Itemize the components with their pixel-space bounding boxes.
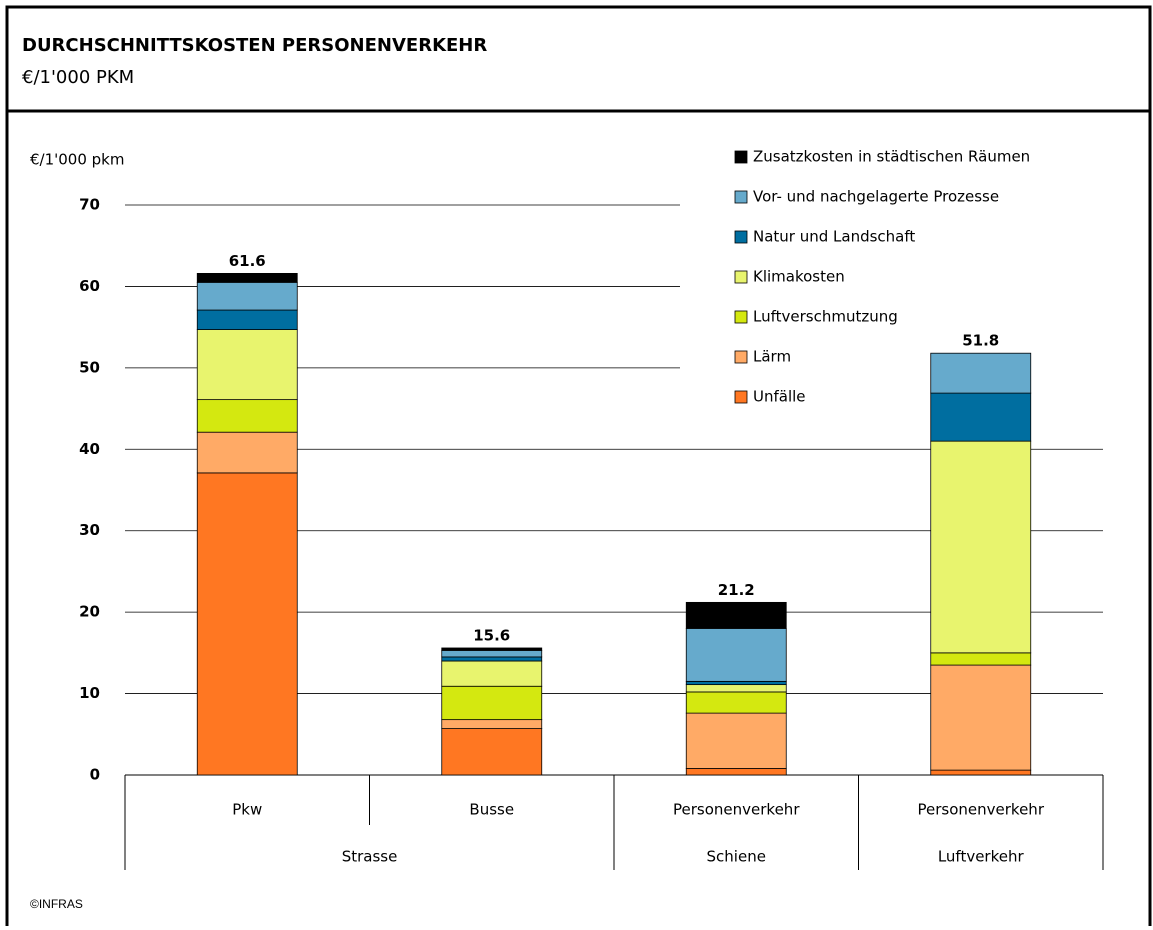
source: ©INFRAS [30,897,83,911]
bar-segment [685,684,787,693]
y-tick-label: 20 [79,603,100,621]
legend-swatch [734,310,748,324]
legend-swatch [734,190,748,204]
bar-segment [441,728,543,776]
legend-label: Luftverschmutzung [753,308,898,326]
legend-swatch [734,390,748,404]
bar-segment [685,768,787,776]
bar-segment [930,392,1032,442]
group-label: Strasse [342,848,398,866]
total-label: 21.2 [718,581,755,599]
bar-segment [930,769,1032,776]
legend-swatch [734,270,748,284]
bar-segment [685,601,787,629]
x-tick-label: Personenverkehr [918,801,1045,819]
frame [5,5,1152,930]
bar-segment [930,440,1032,654]
bar-segment [685,691,787,714]
legend-label: Zusatzkosten in städtischen Räumen [753,148,1030,166]
bar-segment [196,329,298,401]
legend-label: Vor- und nachgelagerte Prozesse [753,188,999,206]
legend-swatch [734,230,748,244]
x-tick-label: Pkw [232,801,262,819]
y-tick-label: 30 [79,521,100,539]
y-tick-label: 50 [79,358,100,376]
bar-segment [930,664,1032,771]
legend-swatch [734,350,748,364]
y-tick-label: 70 [79,196,100,214]
bar-segment [685,628,787,682]
bar-segment [685,680,787,686]
total-label: 51.8 [962,332,999,350]
legend-label: Lärm [753,348,791,366]
bar-segment [441,656,543,662]
y-tick-label: 10 [79,684,100,702]
x-tick-label: Personenverkehr [673,801,800,819]
bar-segment [930,352,1032,394]
y-tick-label: 60 [79,277,100,295]
y-axis-label: €/1'000 pkm [30,151,124,169]
bar-segment [685,712,787,769]
bar-segment [196,272,298,283]
total-label: 15.6 [473,626,510,644]
y-tick-label: 40 [79,440,100,458]
bar-segment [196,309,298,330]
legend-swatch [734,150,748,164]
legend-label: Natur und Landschaft [753,228,915,246]
x-tick-label: Busse [469,801,514,819]
bar-segment [196,281,298,311]
y-tick-label: 0 [90,766,100,784]
bar-segment [930,652,1032,666]
bar-segment [196,431,298,474]
bar-segment [196,399,298,433]
total-label: 61.6 [229,252,266,270]
bar-segment [441,660,543,687]
chart-subtitle: €/1'000 PKM [22,67,134,88]
group-label: Luftverkehr [938,848,1025,866]
bar-segment [441,647,543,651]
legend-label: Klimakosten [753,268,845,286]
chart-title: DURCHSCHNITTSKOSTEN PERSONENVERKEHR [22,35,487,56]
bar-segment [441,685,543,721]
legend-label: Unfälle [753,388,806,406]
bar-segment [441,650,543,658]
bar-segment [441,719,543,729]
bar-segment [196,472,298,776]
group-label: Schiene [707,848,766,866]
